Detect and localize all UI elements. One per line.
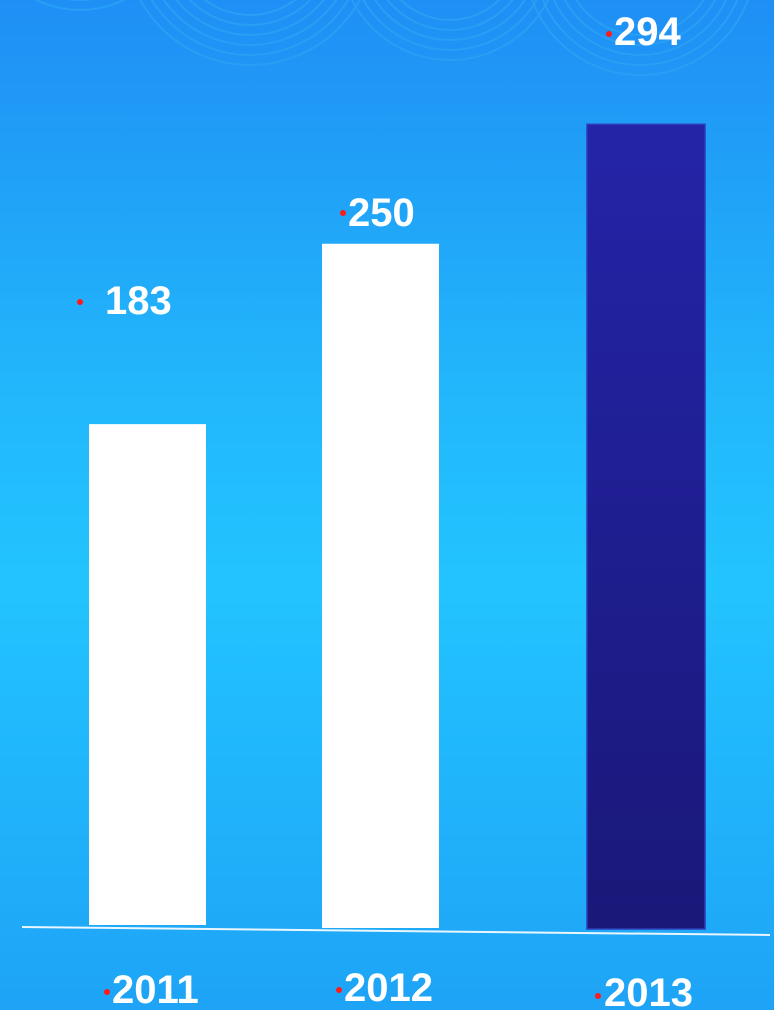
category-label-2011: 2011 [112,968,199,1010]
value-label-bullet [340,210,346,216]
category-label-2013: 2013 [604,971,693,1010]
category-label-bullet [336,987,342,993]
x-axis-line [21,926,771,936]
value-label-2011: 183 [105,279,172,323]
category-label-bullet [595,993,601,999]
value-label-bullet [77,299,83,305]
value-label-2012: 250 [348,191,415,235]
category-label-2012: 2012 [344,966,433,1010]
value-label-bullet [606,31,612,37]
value-label-2013: 294 [614,10,681,54]
category-label-bullet [104,989,110,995]
bar-2013 [586,123,706,930]
bar-2011 [89,424,206,925]
bar-2012 [322,243,439,928]
